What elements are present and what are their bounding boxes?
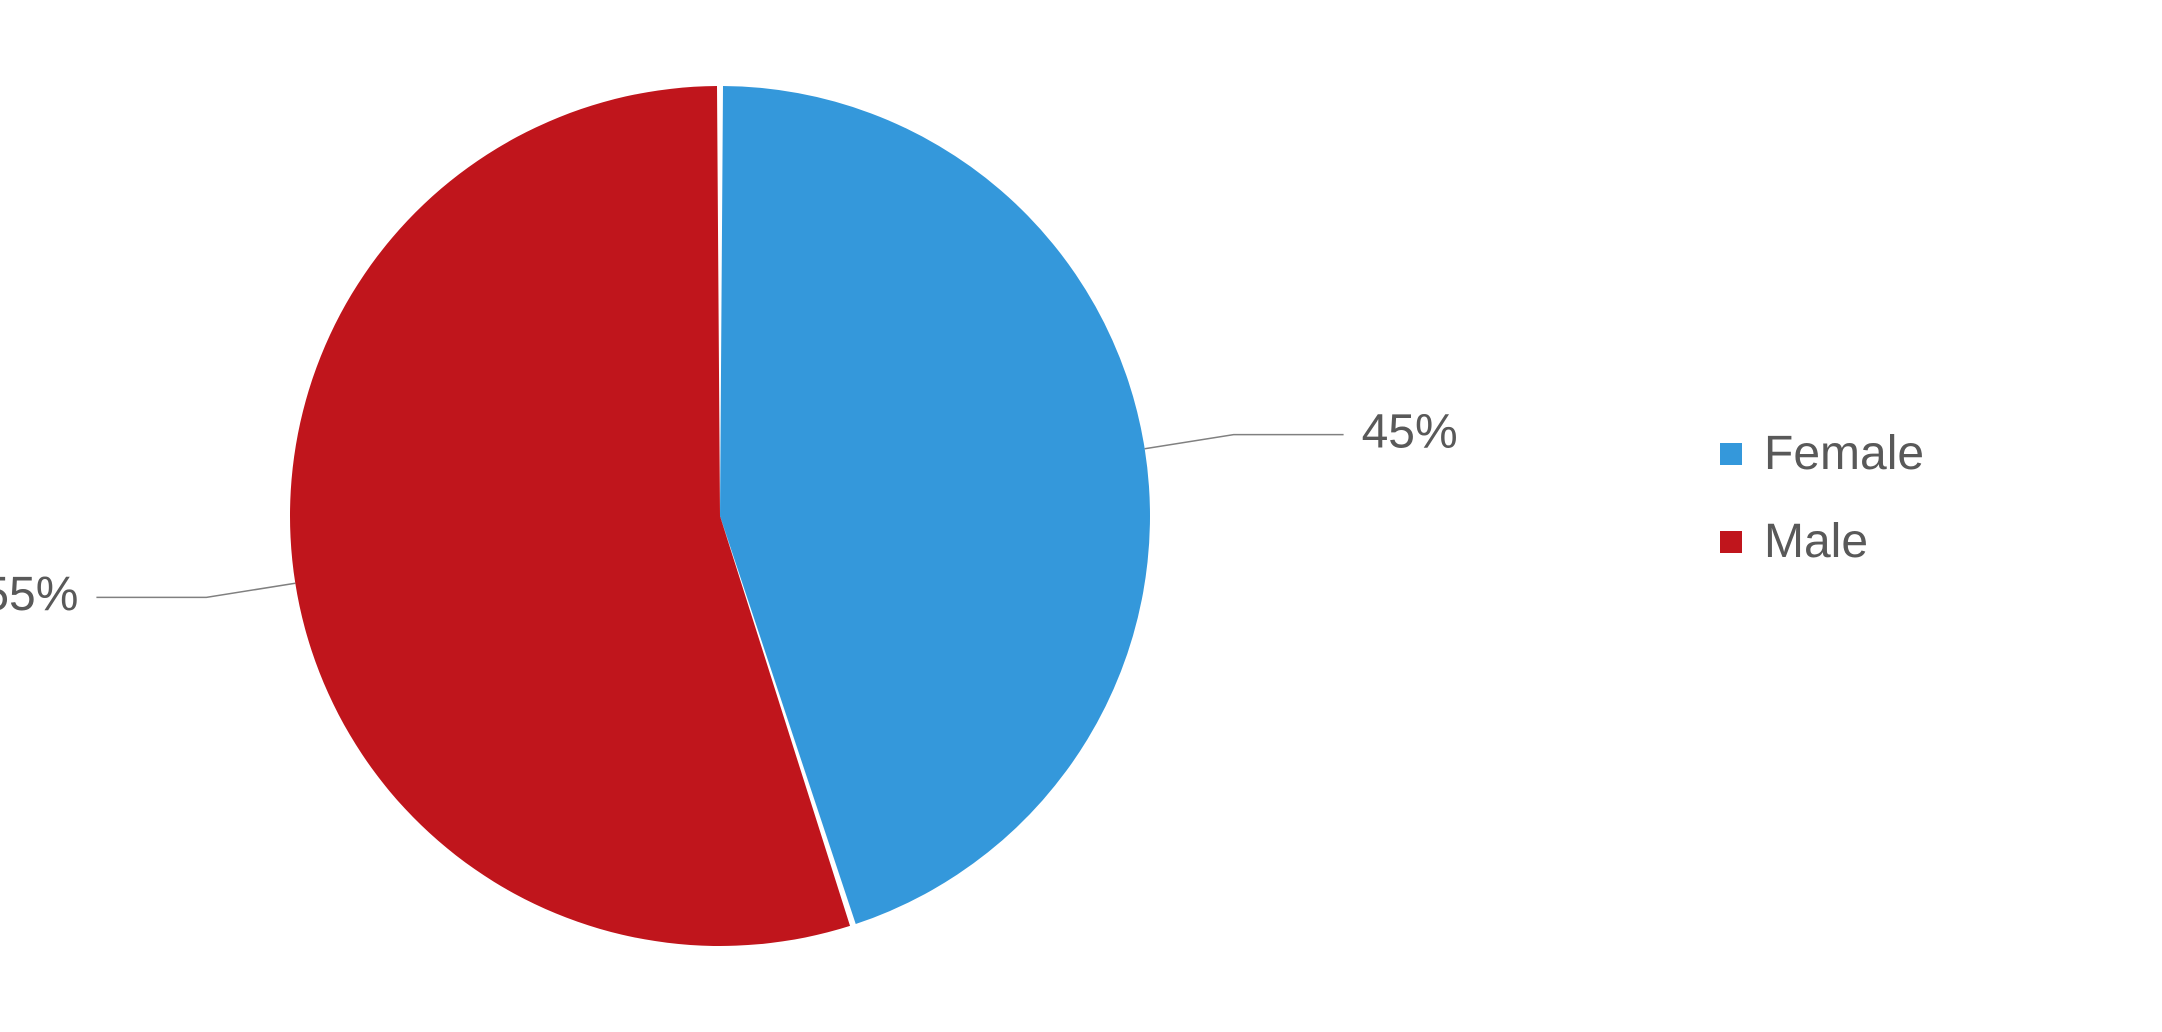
slice-label-male: 55% (0, 568, 78, 621)
leader-line (96, 583, 295, 597)
slice-label-female: 45% (1362, 405, 1458, 458)
pie-chart: 45% 55% Female Male (0, 0, 2162, 1032)
legend-label: Male (1764, 518, 1868, 566)
legend-item-male: Male (1720, 518, 1924, 566)
legend-swatch (1720, 443, 1742, 465)
legend-label: Female (1764, 430, 1924, 478)
legend-swatch (1720, 531, 1742, 553)
legend: Female Male (1720, 430, 1924, 566)
legend-item-female: Female (1720, 430, 1924, 478)
leader-line (1145, 435, 1344, 449)
